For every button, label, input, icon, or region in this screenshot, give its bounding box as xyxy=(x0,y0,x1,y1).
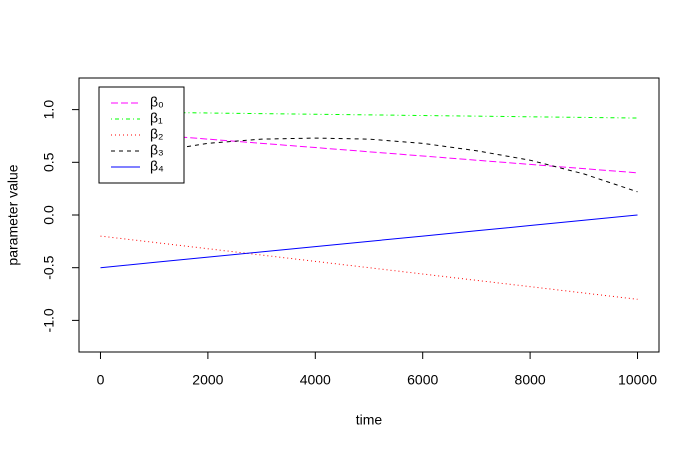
y-axis-label: parameter value xyxy=(5,164,21,265)
legend-label: β₁ xyxy=(150,110,163,126)
x-axis-label: time xyxy=(356,412,383,428)
series-line xyxy=(100,111,638,119)
x-tick-label: 2000 xyxy=(192,372,223,388)
x-tick-label: 0 xyxy=(97,372,105,388)
y-tick-label: -0.5 xyxy=(41,255,57,279)
series-line xyxy=(100,137,638,193)
legend-label: β₀ xyxy=(150,94,164,110)
x-tick-label: 10000 xyxy=(618,372,657,388)
x-tick-label: 6000 xyxy=(407,372,438,388)
y-tick-label: -1.0 xyxy=(41,308,57,332)
y-tick-label: 0.0 xyxy=(41,205,57,225)
x-tick-label: 4000 xyxy=(300,372,331,388)
legend-label: β₃ xyxy=(150,142,164,158)
legend-label: β₂ xyxy=(150,126,164,142)
y-tick-label: 0.5 xyxy=(41,152,57,172)
legend-label: β₄ xyxy=(150,158,164,174)
series-line xyxy=(100,214,638,269)
plot-frame xyxy=(78,77,660,353)
y-tick-label: 1.0 xyxy=(41,100,57,120)
x-tick-label: 8000 xyxy=(515,372,546,388)
